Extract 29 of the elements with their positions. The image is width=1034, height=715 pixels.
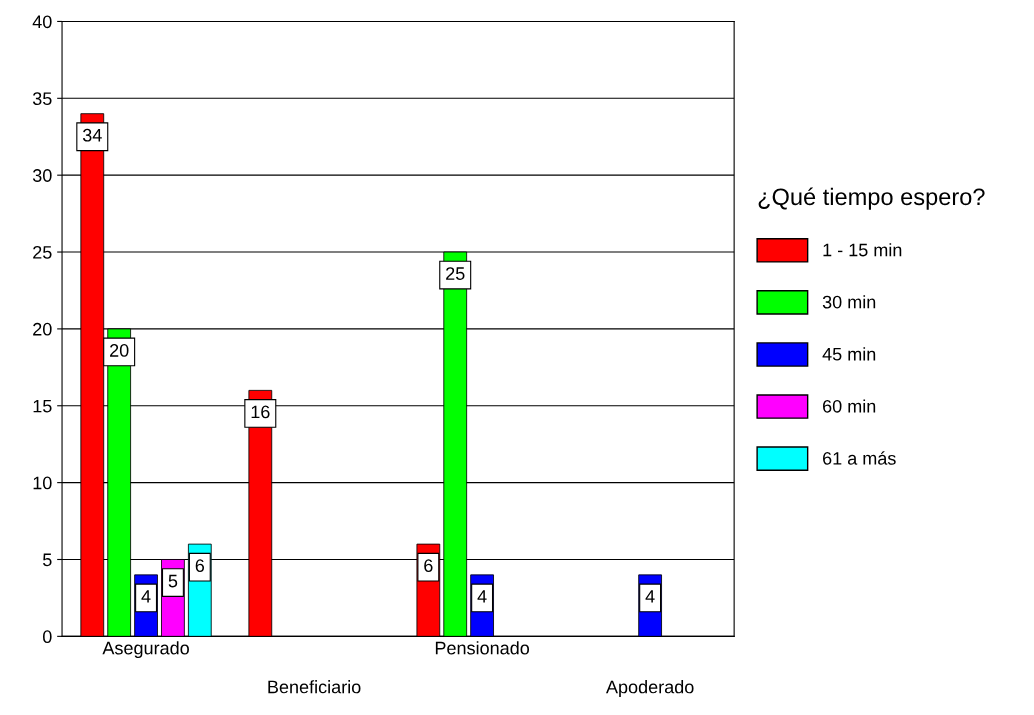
data-label: 20 bbox=[110, 344, 129, 357]
legend-label: 1 - 15 min bbox=[823, 243, 902, 257]
legend-label: 45 min bbox=[822, 347, 876, 361]
data-label: 5 bbox=[168, 574, 178, 588]
x-tick-label: Pensionado bbox=[435, 641, 530, 655]
y-tick-label: 15 bbox=[33, 399, 52, 413]
data-label: 4 bbox=[645, 590, 655, 603]
x-tick-label: Beneficiario bbox=[268, 680, 361, 694]
legend-label: 30 min bbox=[822, 295, 876, 309]
data-label: 16 bbox=[251, 405, 270, 419]
y-tick-label: 30 bbox=[32, 169, 52, 182]
x-tick-label: Asegurado bbox=[102, 641, 189, 659]
y-tick-label: 20 bbox=[33, 322, 52, 336]
x-tick-label: Apoderado bbox=[605, 680, 694, 697]
data-label: 6 bbox=[195, 559, 205, 573]
data-label: 34 bbox=[82, 128, 102, 142]
y-tick-label: 35 bbox=[32, 92, 52, 106]
data-label: 4 bbox=[141, 590, 151, 603]
legend-title: ¿Qué tiempo espero? bbox=[758, 187, 985, 210]
data-label: 25 bbox=[446, 267, 465, 280]
y-tick-label: 40 bbox=[32, 15, 52, 29]
y-tick-label: 0 bbox=[42, 630, 52, 644]
y-tick-label: 25 bbox=[33, 245, 52, 259]
y-tick-label: 10 bbox=[33, 476, 52, 490]
y-tick-label: 5 bbox=[43, 553, 52, 567]
legend-label: 60 min bbox=[823, 399, 876, 413]
data-label: 6 bbox=[424, 559, 433, 573]
legend-label: 61 a más bbox=[823, 451, 896, 465]
data-label: 4 bbox=[477, 590, 487, 603]
